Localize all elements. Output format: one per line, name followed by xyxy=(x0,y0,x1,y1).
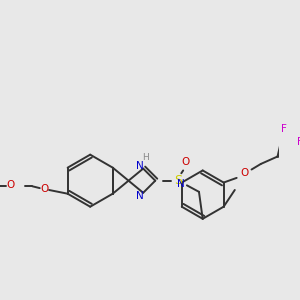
Text: N: N xyxy=(136,161,143,171)
Text: O: O xyxy=(240,168,248,178)
Text: H: H xyxy=(142,153,149,162)
Text: F: F xyxy=(297,136,300,147)
Text: F: F xyxy=(281,124,287,134)
Text: O: O xyxy=(7,180,15,190)
Text: N: N xyxy=(136,190,143,201)
Text: N: N xyxy=(177,179,185,189)
Text: O: O xyxy=(182,157,190,167)
Text: S: S xyxy=(175,174,182,187)
Text: O: O xyxy=(40,184,49,194)
Text: F: F xyxy=(299,155,300,165)
